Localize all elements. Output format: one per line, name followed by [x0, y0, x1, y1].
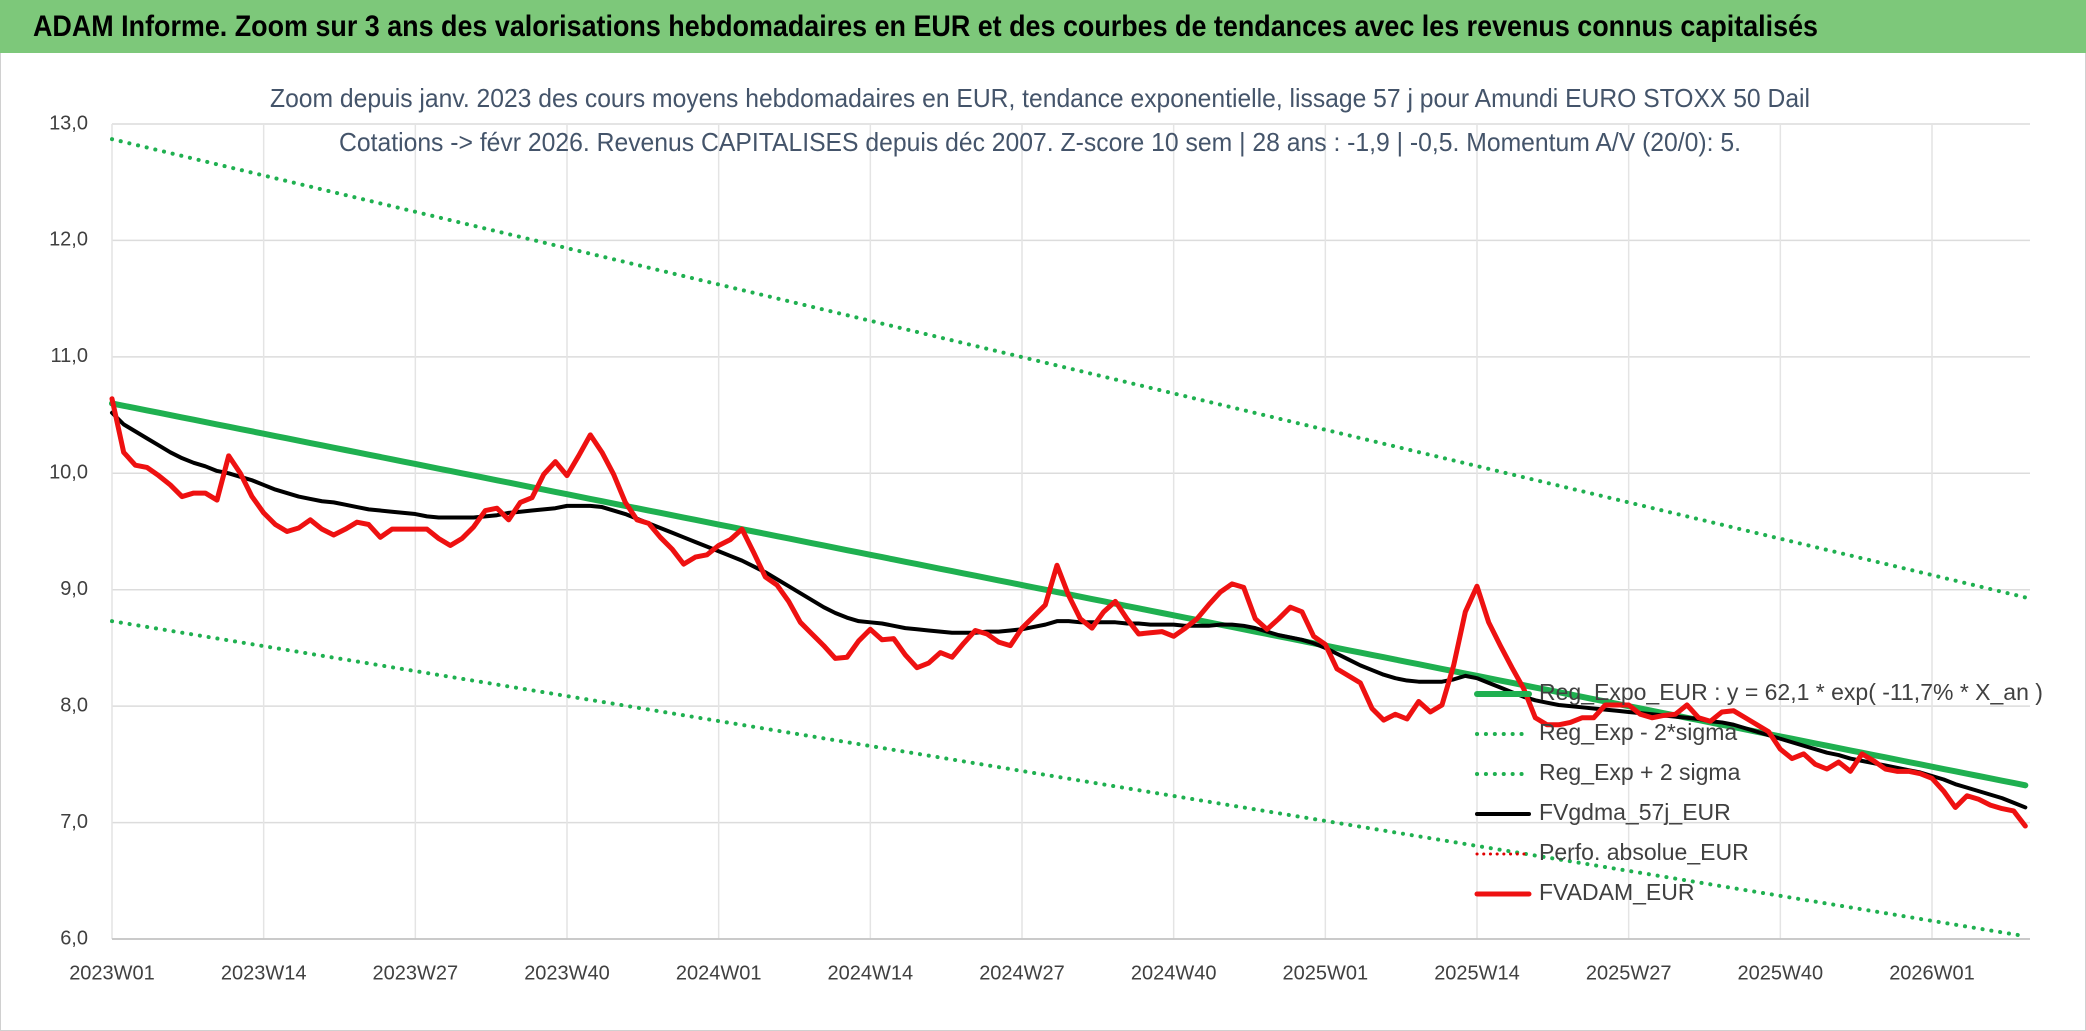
- x-tick-label: 2024W40: [1131, 962, 1217, 984]
- x-tick-label: 2025W14: [1434, 962, 1520, 984]
- x-tick-label: 2023W14: [221, 962, 307, 984]
- plot-area: 6,0 7,0 8,0 9,0 10,0 11,0 12,0 13,0 2023W01 2023W…: [49, 112, 2030, 984]
- legend: Reg_Expo_EUR : y = 62,1 * exp( -11,7% * …: [1474, 679, 2043, 905]
- legend-label: FVADAM_EUR: [1539, 879, 1695, 905]
- legend-label: Reg_Exp + 2 sigma: [1539, 759, 1741, 785]
- x-tick-label: 2023W01: [69, 962, 155, 984]
- y-tick-label: 9,0: [60, 578, 88, 600]
- y-tick-label: 10,0: [49, 462, 88, 484]
- y-tick-label: 6,0: [60, 927, 88, 949]
- x-tick-label: 2023W40: [524, 962, 610, 984]
- x-tick-label: 2025W40: [1738, 962, 1824, 984]
- chart-subtitle: Cotations -> févr 2026. Revenus CAPITALI…: [339, 127, 1741, 157]
- y-tick-label: 13,0: [49, 112, 88, 134]
- y-tick-label: 12,0: [49, 229, 88, 251]
- x-tick-label: 2024W14: [828, 962, 914, 984]
- x-tick-label: 2023W27: [373, 962, 459, 984]
- legend-label: Reg_Exp - 2*sigma: [1539, 719, 1737, 745]
- header-title: ADAM Informe. Zoom sur 3 ans des valoris…: [33, 10, 1818, 43]
- series-line: [110, 619, 2028, 939]
- y-tick-label: 7,0: [60, 811, 88, 833]
- legend-label: Reg_Expo_EUR : y = 62,1 * exp( -11,7% * …: [1539, 679, 2043, 705]
- title-background: [262, 82, 1822, 118]
- legend-label: Perfo. absolue_EUR: [1539, 839, 1749, 865]
- chart-title: Zoom depuis janv. 2023 des cours moyens …: [270, 83, 1810, 113]
- x-tick-label: 2024W27: [979, 962, 1065, 984]
- legend-label: FVgdma_57j_EUR: [1539, 799, 1731, 825]
- x-tick-label: 2026W01: [1889, 962, 1975, 984]
- y-tick-label: 8,0: [60, 694, 88, 716]
- header-bar: [0, 0, 2086, 53]
- x-tick-label: 2024W01: [676, 962, 762, 984]
- y-tick-label: 11,0: [51, 345, 88, 367]
- series-line: [109, 396, 2028, 829]
- x-tick-label: 2025W01: [1283, 962, 1369, 984]
- series-line: [110, 137, 2028, 600]
- x-tick-label: 2025W27: [1586, 962, 1672, 984]
